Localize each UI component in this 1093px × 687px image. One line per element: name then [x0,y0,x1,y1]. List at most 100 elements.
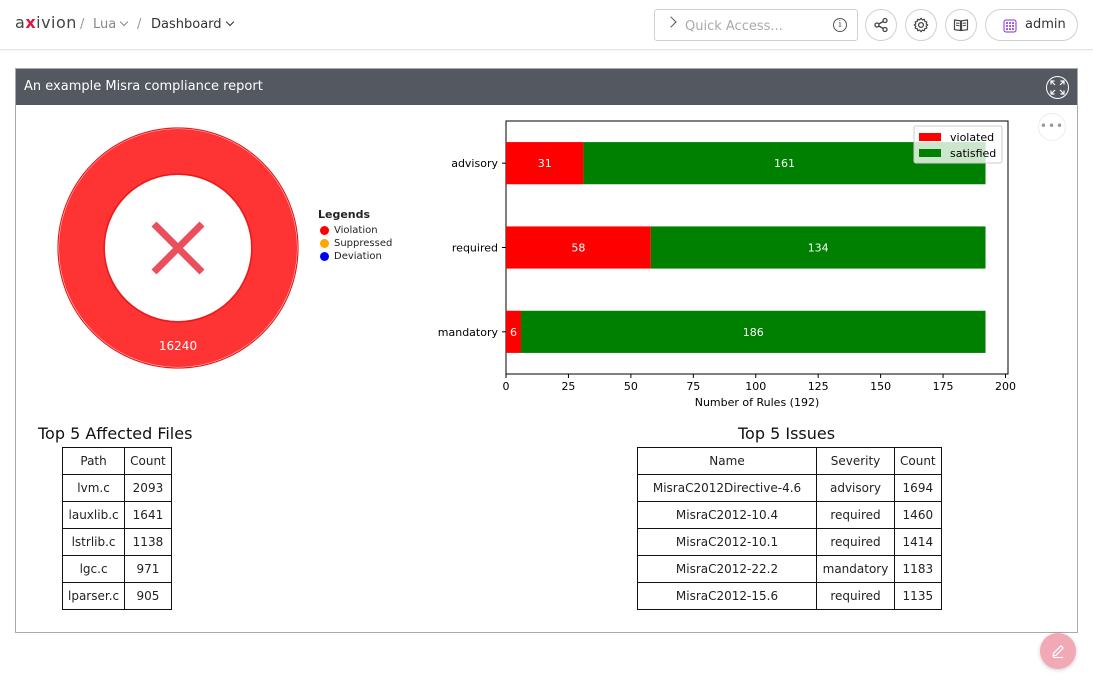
table-header-row: Name Severity Count [637,447,942,475]
logo-text-post: ivion [36,13,77,32]
user-menu-button[interactable]: admin [985,9,1078,41]
table-row: lauxlib.c 1641 [61,501,172,529]
bar-violated [506,226,651,269]
legend-swatch-satisfied [919,149,941,157]
file-path: lvm.c [61,474,126,502]
table-row: lvm.c 2093 [61,474,172,502]
files-table: Path Count lvm.c 2093 lauxlib.c 1641 lstrl… [61,447,172,610]
user-name: admin [1025,17,1066,32]
column-header-severity: Severity [816,447,895,475]
issue-count: 1694 [894,474,942,502]
more-options-button[interactable]: ••• [1038,113,1066,141]
cross-icon [151,221,205,275]
column-header-count: Count [124,447,172,475]
file-count: 1138 [124,528,172,556]
y-tick-label: required [452,242,498,255]
legend-item-suppressed: Suppressed [318,237,392,250]
chevron-right-icon [665,16,677,28]
chevron-down-icon [225,17,234,27]
file-count: 971 [124,555,172,583]
file-count: 2093 [124,474,172,502]
info-icon[interactable]: i [833,18,847,32]
share-button[interactable] [865,9,897,41]
breadcrumb-separator: / [137,17,142,32]
bar-value-label: 186 [743,326,764,339]
breadcrumb-dashboard[interactable]: Dashboard [151,17,234,32]
bar-value-label: 134 [808,242,829,255]
x-tick-label: 200 [995,380,1016,393]
bar-value-label: 58 [571,242,585,255]
issue-count: 1183 [894,555,942,583]
y-tick-label: mandatory [438,326,499,339]
file-path: lgc.c [61,555,126,583]
legend-label-violated: violated [950,131,994,144]
table-row: MisraC2012-15.6 required 1135 [637,582,942,610]
breadcrumb-separator: / [80,17,85,32]
x-tick-label: 25 [561,380,575,393]
legend-label: Suppressed [334,238,393,249]
issue-count: 1460 [894,501,942,529]
legend-label-satisfied: satisfied [950,147,996,160]
legend-label: Violation [334,225,378,236]
x-tick-label: 50 [624,380,638,393]
user-avatar-icon [1003,19,1017,33]
fullscreen-button[interactable] [1046,76,1069,99]
table-row: MisraC2012-10.1 required 1414 [637,528,942,556]
table-row: lstrlib.c 1138 [61,528,172,556]
bar-satisfied [650,226,986,269]
pencil-icon [1052,645,1064,659]
file-count: 905 [124,582,172,610]
top-bar: axivion / Lua / Dashboard i [0,0,1093,50]
issue-severity: mandatory [816,555,895,583]
donut-outer-edge [57,127,299,369]
issue-name: MisraC2012-10.4 [637,501,817,529]
share-icon [874,17,888,33]
quick-access-box: i [654,9,858,41]
column-header-path: Path [61,447,126,475]
legend-title: Legends [318,208,371,221]
edit-fab-button[interactable] [1040,633,1076,669]
file-count: 1641 [124,501,172,529]
quick-access-input[interactable] [683,16,833,36]
issue-severity: required [816,528,895,556]
column-header-name: Name [637,447,817,475]
file-path: lauxlib.c [61,501,126,529]
table-header-row: Path Count [61,447,172,475]
x-tick-label: 175 [933,380,954,393]
suppressed-dot-icon [320,239,329,248]
bar-value-label: 161 [774,157,795,170]
file-path: lparser.c [61,582,126,610]
issue-count: 1414 [894,528,942,556]
bar-value-label: 31 [538,157,552,170]
legend-swatch-violated [919,133,941,141]
book-icon [953,19,969,32]
logo-text-x: x [25,13,37,32]
logo-text-pre: a [15,13,26,32]
issue-severity: advisory [816,474,895,502]
breadcrumb-project[interactable]: Lua [93,17,129,32]
report-panel: An example Misra compliance report ••• 3… [15,68,1078,633]
table-row: MisraC2012-10.4 required 1460 [637,501,942,529]
issues-table: Name Severity Count MisraC2012Directive-… [637,447,942,610]
report-charts: 31 161 advisory 58 134 required 6 186 mandatory 0… [57,120,1016,409]
legend-label: Deviation [334,251,382,262]
donut-legend: Legends Violation Suppressed Deviation [318,208,392,263]
column-header-count: Count [894,447,942,475]
breadcrumb-project-label: Lua [93,17,117,32]
x-tick-label: 150 [870,380,891,393]
settings-button[interactable] [905,9,937,41]
deviation-dot-icon [320,252,329,261]
bar-value-label: 6 [510,326,517,339]
table-row: lparser.c 905 [61,582,172,610]
x-tick-label: 75 [686,380,700,393]
legend-item-violation: Violation [318,224,392,237]
x-tick-label: 100 [745,380,766,393]
donut-total: 16240 [158,339,198,353]
legend-item-deviation: Deviation [318,250,392,263]
table-row: MisraC2012-22.2 mandatory 1183 [637,555,942,583]
documentation-button[interactable] [945,9,977,41]
axivion-logo[interactable]: axivion [15,13,77,32]
issues-table-title: Top 5 Issues [738,424,836,443]
expand-icon [1050,80,1065,95]
bar-violated [506,142,584,185]
